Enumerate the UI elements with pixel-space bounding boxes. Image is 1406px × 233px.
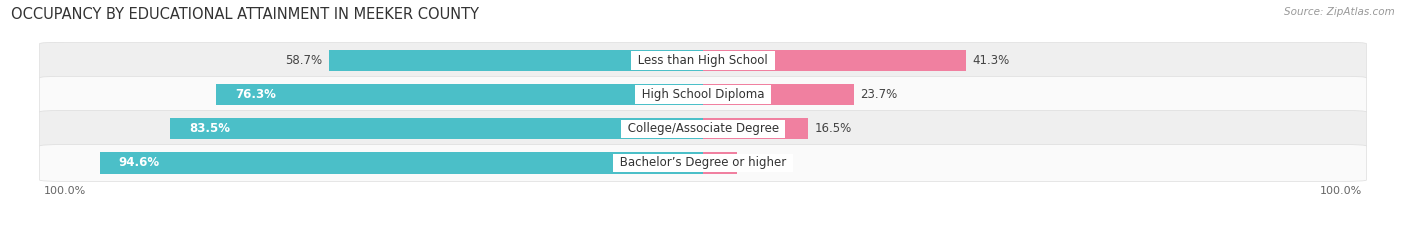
FancyBboxPatch shape (39, 110, 1367, 147)
Bar (217, 84, 703, 105)
Bar (703, 84, 855, 105)
Text: 5.4%: 5.4% (744, 157, 773, 169)
Text: College/Associate Degree: College/Associate Degree (624, 122, 782, 135)
Text: 58.7%: 58.7% (285, 54, 322, 67)
Bar (703, 152, 738, 174)
Text: 23.7%: 23.7% (860, 88, 898, 101)
Text: 83.5%: 83.5% (190, 122, 231, 135)
Bar (100, 152, 703, 174)
Text: High School Diploma: High School Diploma (638, 88, 768, 101)
FancyBboxPatch shape (39, 42, 1367, 79)
FancyBboxPatch shape (39, 144, 1367, 182)
Bar (170, 118, 703, 140)
Text: Bachelor’s Degree or higher: Bachelor’s Degree or higher (616, 157, 790, 169)
Bar (703, 50, 966, 71)
FancyBboxPatch shape (39, 76, 1367, 113)
Text: Source: ZipAtlas.com: Source: ZipAtlas.com (1284, 7, 1395, 17)
Text: 16.5%: 16.5% (814, 122, 852, 135)
Text: 94.6%: 94.6% (118, 157, 160, 169)
Bar (703, 118, 808, 140)
Text: 76.3%: 76.3% (235, 88, 277, 101)
Text: 41.3%: 41.3% (973, 54, 1010, 67)
Text: OCCUPANCY BY EDUCATIONAL ATTAINMENT IN MEEKER COUNTY: OCCUPANCY BY EDUCATIONAL ATTAINMENT IN M… (11, 7, 479, 22)
Text: Less than High School: Less than High School (634, 54, 772, 67)
Bar (329, 50, 703, 71)
